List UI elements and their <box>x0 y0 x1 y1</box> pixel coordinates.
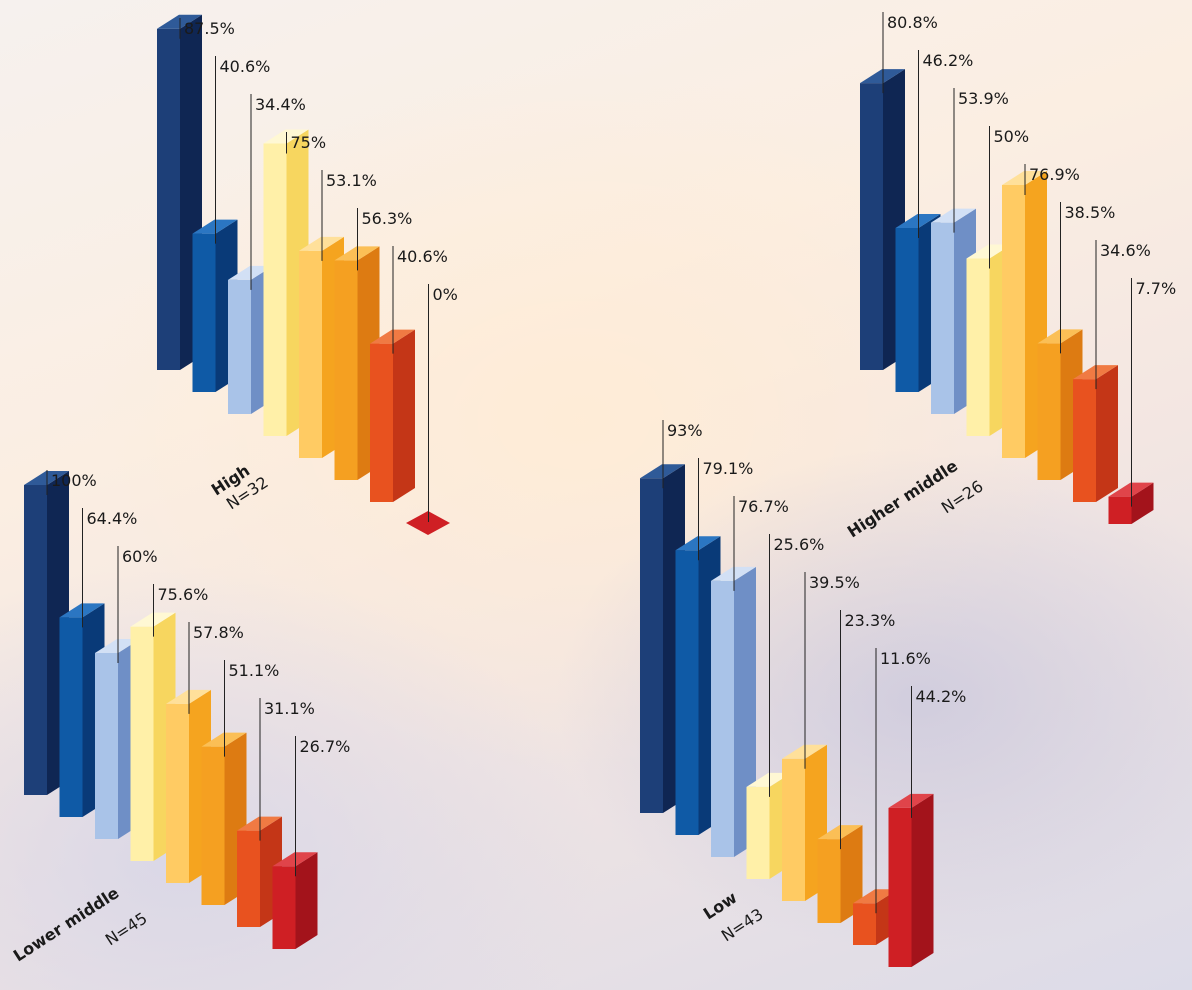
bar-low-3 <box>711 566 756 857</box>
group-higher-middle: 80.8% 46.2% 53.9% 50% 76.9% 38.5% 34.6% 7.7% <box>860 12 1176 524</box>
value-label-lowermid-8: 26.7% <box>300 737 351 756</box>
value-label-highermid-3: 53.9% <box>958 89 1009 108</box>
bar-highermid-1 <box>860 69 905 370</box>
value-label-low-1: 93% <box>667 421 703 440</box>
group-high: 87.5% 40.6% 34.4% 75% 53.1% 56.3% 40.6% 0% <box>157 14 458 535</box>
value-label-low-8: 44.2% <box>916 687 967 706</box>
value-label-highermid-8: 7.7% <box>1136 279 1177 298</box>
value-label-lowermid-7: 31.1% <box>264 699 315 718</box>
value-label-low-6: 23.3% <box>845 611 896 630</box>
bar-high-7 <box>370 329 415 502</box>
value-label-lowermid-1: 100% <box>51 471 97 490</box>
value-label-high-1: 87.5% <box>184 19 235 38</box>
value-label-low-7: 11.6% <box>880 649 931 668</box>
value-label-high-3: 34.4% <box>255 95 306 114</box>
value-label-high-8: 0% <box>433 285 458 304</box>
bar-highermid-7 <box>1073 365 1118 502</box>
bar-low-8 <box>888 793 934 967</box>
value-label-lowermid-2: 64.4% <box>87 509 138 528</box>
value-label-high-2: 40.6% <box>220 57 271 76</box>
group-label-lower-middle: Lower middle <box>10 883 123 965</box>
value-label-highermid-2: 46.2% <box>923 51 974 70</box>
value-label-high-5: 53.1% <box>326 171 377 190</box>
value-label-highermid-1: 80.8% <box>887 13 938 32</box>
value-label-low-5: 39.5% <box>809 573 860 592</box>
value-label-low-3: 76.7% <box>738 497 789 516</box>
n-label-lower-middle: N=45 <box>102 909 151 950</box>
value-label-highermid-6: 38.5% <box>1065 203 1116 222</box>
value-label-highermid-4: 50% <box>994 127 1030 146</box>
value-label-lowermid-3: 60% <box>122 547 158 566</box>
bar-high-8 <box>406 511 450 535</box>
value-label-low-2: 79.1% <box>703 459 754 478</box>
value-label-highermid-7: 34.6% <box>1100 241 1151 260</box>
value-label-high-7: 40.6% <box>397 247 448 266</box>
n-label-higher-middle: N=26 <box>938 477 987 518</box>
value-label-lowermid-4: 75.6% <box>158 585 209 604</box>
value-label-high-6: 56.3% <box>362 209 413 228</box>
group-lower-middle: 100% 64.4% 60%75.6% 57.8% 51.1% 31.1% 26.7% <box>24 470 350 949</box>
value-label-lowermid-6: 51.1% <box>229 661 280 680</box>
value-label-low-4: 25.6% <box>774 535 825 554</box>
value-label-highermid-5: 76.9% <box>1029 165 1080 184</box>
group-low: 93%79.1% 76.7% 25.6% 39.5% 23.3% 11.6% 44.2% <box>640 420 966 967</box>
value-label-high-4: 75% <box>291 133 327 152</box>
value-label-lowermid-5: 57.8% <box>193 623 244 642</box>
